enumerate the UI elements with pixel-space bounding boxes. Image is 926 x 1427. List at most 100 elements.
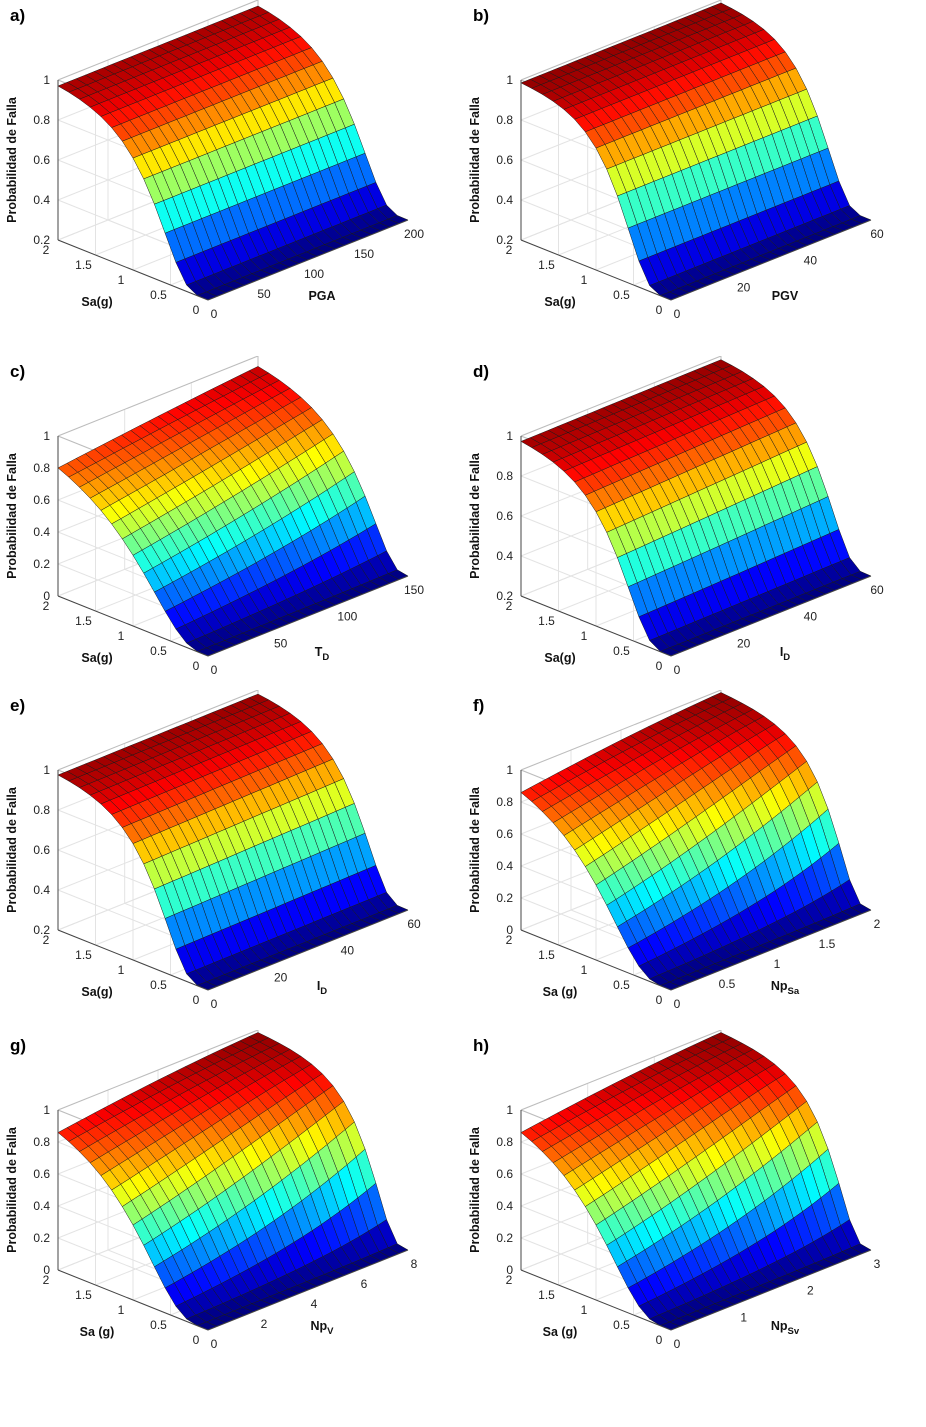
y-tick-label: 2 [506, 243, 513, 257]
z-tick-label: 0.8 [496, 795, 513, 809]
z-tick-label: 0.6 [496, 153, 513, 167]
y-tick-label: 2 [43, 599, 50, 613]
surface-mesh [520, 1032, 872, 1331]
z-axis-label: Probabilidad de Falla [5, 1126, 19, 1253]
surface-mesh [520, 359, 872, 657]
surface-plot-h: h) 0 1 2 3 0 0.5 1 1.5 2 0 0.2 0.4 0.6 0.8 1 NpSv Sa (g) P… [463, 1030, 926, 1386]
y-axis-label: Sa(g) [544, 295, 575, 309]
x-axis-line [207, 1249, 409, 1331]
surface-mesh [520, 2, 872, 301]
panel-label: d) [473, 362, 490, 381]
x-tick-label: 0 [674, 1337, 681, 1351]
z-tick-label: 0.2 [496, 589, 513, 603]
y-axis-label: Sa(g) [544, 651, 575, 665]
x-tick-label: 1 [740, 1310, 747, 1324]
x-axis-label: PGA [308, 289, 335, 303]
z-tick-label: 0 [43, 589, 50, 603]
y-axis-line [520, 929, 672, 991]
y-tick-label: 0 [656, 659, 663, 673]
axis-box-edge [57, 1030, 259, 1111]
y-tick-label: 1.5 [538, 948, 555, 962]
x-tick-label: 200 [404, 227, 424, 241]
x-axis-line [670, 575, 872, 657]
y-axis-line [57, 1269, 209, 1331]
x-tick-label: 0 [674, 663, 681, 677]
x-tick-label: 4 [311, 1297, 318, 1311]
x-axis-line [670, 219, 872, 301]
y-tick-label: 1.5 [538, 1288, 555, 1302]
y-axis-line [520, 1269, 672, 1331]
x-tick-label: 0 [211, 663, 218, 677]
axis-box-edge [57, 356, 259, 437]
x-tick-label: 1 [774, 957, 781, 971]
surface-canvas: 0 20 40 60 0 0.5 1 1.5 20.2 0.4 0.6 0.8 1 PGV Sa(g) Pro… [468, 0, 884, 321]
x-axis-label: ID [780, 645, 790, 663]
y-axis-label: Sa(g) [81, 651, 112, 665]
panel-label: b) [473, 6, 490, 25]
y-axis-label: Sa (g) [543, 1325, 578, 1339]
z-tick-label: 1 [43, 1103, 50, 1117]
y-axis-label: Sa(g) [81, 295, 112, 309]
axis-box-edge [520, 690, 722, 771]
surface-plot-d: d) 0 20 40 60 0 0.5 1 1.5 2 0.2 0.4 0.6 0.8 1 ID Sa(g) Pr… [463, 356, 926, 712]
z-tick-label: 0.6 [33, 153, 50, 167]
x-axis-line [207, 909, 409, 991]
x-tick-label: 0 [211, 307, 218, 321]
y-tick-label: 1 [118, 273, 125, 287]
x-tick-label: 100 [337, 610, 357, 624]
surface-mesh [57, 5, 409, 301]
z-tick-label: 0.4 [496, 1199, 513, 1213]
x-axis-label-subscript: D [322, 652, 329, 663]
x-axis-line [207, 575, 409, 657]
y-tick-label: 0.5 [613, 644, 630, 658]
x-tick-label: 150 [404, 583, 424, 597]
y-tick-label: 1.5 [75, 948, 92, 962]
z-tick-label: 1 [43, 763, 50, 777]
z-tick-label: 0.8 [33, 113, 50, 127]
x-tick-label: 50 [274, 636, 288, 650]
x-tick-label: 2 [874, 917, 881, 931]
surface-mesh [57, 693, 409, 991]
x-axis-line [670, 1249, 872, 1331]
z-tick-label: 0.2 [33, 233, 50, 247]
y-axis-label: Sa (g) [80, 1325, 115, 1339]
z-tick-label: 0.2 [33, 1231, 50, 1245]
z-tick-label: 0.6 [33, 843, 50, 857]
y-tick-label: 0.5 [613, 1318, 630, 1332]
y-tick-label: 0 [193, 993, 200, 1007]
surface-canvas: 0 50 100 150 200 0 0.5 1 1.5 20.2 0.4 0.6 0.8 1 PGA Sa(… [5, 0, 424, 321]
surface-mesh [520, 692, 872, 991]
z-tick-label: 1 [43, 73, 50, 87]
z-axis-label: Probabilidad de Falla [5, 96, 19, 223]
y-tick-label: 0 [193, 659, 200, 673]
x-tick-label: 8 [411, 1257, 418, 1271]
y-tick-label: 0 [656, 303, 663, 317]
y-axis-line [57, 239, 209, 301]
y-tick-label: 2 [506, 1273, 513, 1287]
y-tick-label: 2 [506, 599, 513, 613]
x-tick-label: 2 [261, 1317, 268, 1331]
y-tick-label: 2 [43, 933, 50, 947]
z-tick-label: 0.2 [496, 233, 513, 247]
x-axis-label-subscript: Sv [788, 1326, 800, 1337]
y-tick-label: 0.5 [150, 644, 167, 658]
x-tick-label: 50 [257, 287, 271, 301]
z-tick-label: 0.8 [33, 803, 50, 817]
x-axis-label-subscript: V [327, 1326, 334, 1337]
panel-label: g) [10, 1036, 27, 1055]
surface-canvas: 05010015000.511.5200.20.40.60.81TDSa(g)P… [5, 356, 424, 677]
x-tick-label: 0.5 [719, 977, 736, 991]
x-axis-label-subscript: D [783, 652, 790, 663]
z-tick-label: 0.4 [496, 549, 513, 563]
z-tick-label: 0.4 [33, 193, 50, 207]
z-tick-label: 0.8 [496, 469, 513, 483]
y-axis-line [520, 239, 672, 301]
z-tick-label: 0.2 [33, 923, 50, 937]
x-tick-label: 3 [874, 1257, 881, 1271]
y-tick-label: 0.5 [150, 288, 167, 302]
z-tick-label: 1 [506, 429, 513, 443]
y-tick-label: 2 [43, 243, 50, 257]
x-tick-label: 20 [274, 970, 288, 984]
